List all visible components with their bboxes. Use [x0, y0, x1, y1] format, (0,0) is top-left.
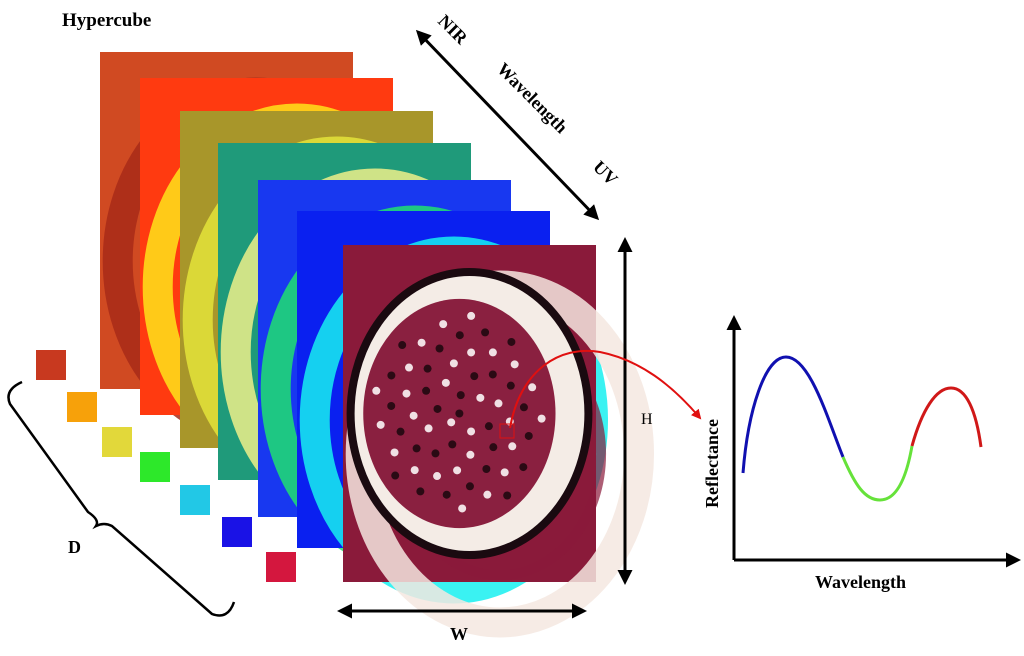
- depth-label: D: [68, 537, 81, 557]
- wavelength-direction-arrow: [415, 29, 600, 221]
- band-square-7: [266, 552, 296, 582]
- band-square-3: [102, 427, 132, 457]
- height-label: H: [641, 411, 653, 428]
- pixel-to-spectrum-arrow: [509, 349, 702, 429]
- spectral-layers: [100, 52, 655, 638]
- depth-brace: [7, 380, 236, 617]
- wavelength-label: Wavelength: [815, 572, 906, 592]
- wavelength-diagonal-label: Wavelength: [493, 59, 571, 137]
- uv-label: UV: [589, 157, 622, 190]
- width-label: W: [450, 624, 468, 644]
- spectrum-segment-green: [841, 445, 914, 502]
- spectrum-segment-blue: [741, 355, 845, 474]
- hypercube-title: Hypercube: [62, 10, 151, 31]
- band-square-1: [36, 350, 66, 380]
- spectrum-segment-red: [910, 386, 983, 448]
- band-square-6: [222, 517, 252, 547]
- band-square-4: [140, 452, 170, 482]
- band-square-2: [67, 392, 97, 422]
- selected-pixel: [499, 423, 515, 439]
- nir-label: NIR: [434, 11, 472, 49]
- spectral-layer-7: [343, 245, 655, 638]
- band-color-squares: [36, 350, 296, 582]
- reflectance-label: Reflectance: [702, 419, 722, 508]
- band-square-5: [180, 485, 210, 515]
